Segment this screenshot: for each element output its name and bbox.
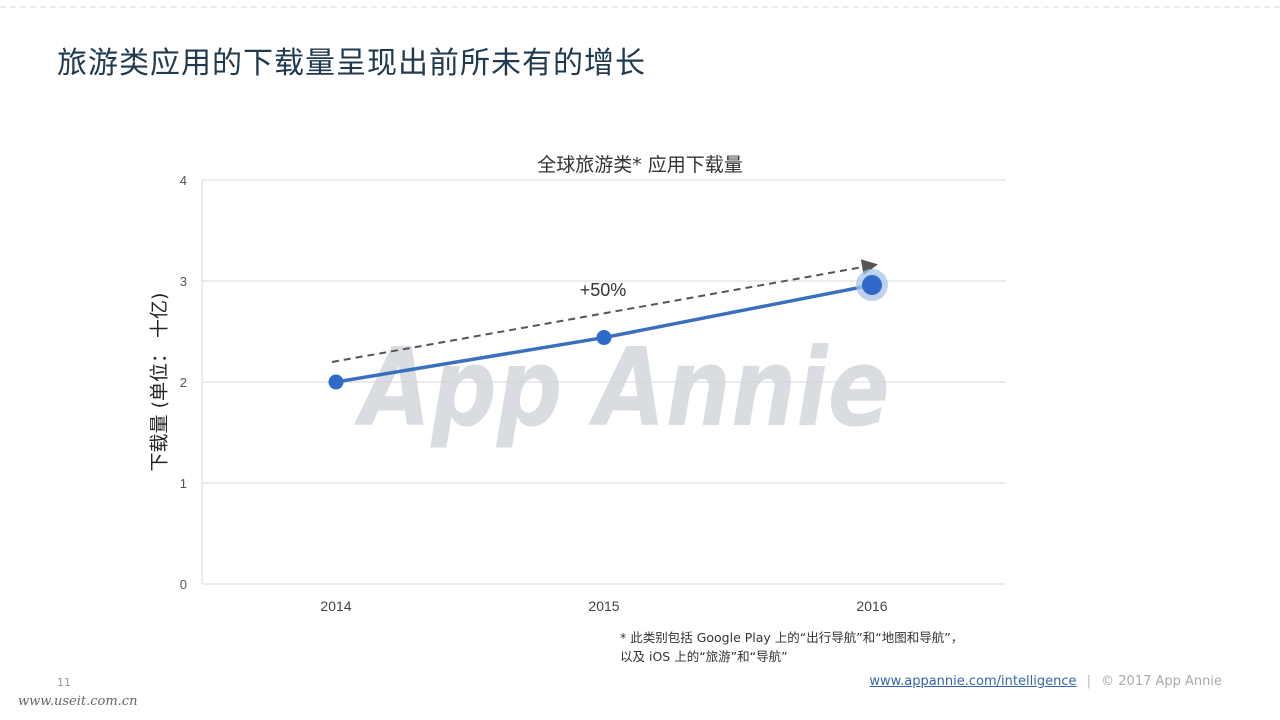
- y-tick-label: 2: [180, 375, 187, 390]
- trend-arrow: [331, 259, 878, 363]
- footnote-line-1: * 此类别包括 Google Play 上的“出行导航”和“地图和导航”，: [620, 630, 964, 645]
- x-tick-label: 2014: [320, 598, 351, 614]
- footer-link[interactable]: www.appannie.com/intelligence: [869, 674, 1077, 689]
- top-dashed-divider: [0, 6, 1280, 8]
- footer-separator: |: [1086, 674, 1091, 689]
- copyright: © 2017 App Annie: [1101, 674, 1222, 689]
- growth-annotation: +50%: [580, 280, 627, 300]
- chart-title: 全球旅游类* 应用下载量: [537, 154, 743, 176]
- site-watermark: www.useit.com.cn: [18, 694, 138, 709]
- y-tick-labels: 0 1 2 3 4: [180, 173, 187, 592]
- footer: www.appannie.com/intelligence | © 2017 A…: [869, 674, 1222, 689]
- y-tick-label: 3: [180, 274, 187, 289]
- x-tick-label: 2016: [856, 598, 887, 614]
- x-tick-labels: 2014 2015 2016: [320, 598, 887, 614]
- y-axis-label: 下载量 (单位： 十亿): [148, 292, 171, 472]
- footnote-line-2: 以及 iOS 上的“旅游”和“导航”: [620, 649, 788, 664]
- y-tick-label: 1: [180, 476, 187, 491]
- y-tick-label: 0: [180, 577, 187, 592]
- chart-title-wrap: 全球旅游类* 应用下载量: [0, 150, 1280, 177]
- x-tick-label: 2015: [588, 598, 619, 614]
- data-point: [328, 374, 344, 390]
- data-points: [328, 269, 888, 390]
- y-tick-label: 4: [180, 173, 187, 188]
- data-point: [596, 330, 612, 346]
- footnote: * 此类别包括 Google Play 上的“出行导航”和“地图和导航”， 以及…: [620, 628, 963, 666]
- page-title: 旅游类应用的下载量呈现出前所未有的增长: [57, 46, 646, 81]
- page-number: 11: [57, 676, 71, 689]
- data-point: [862, 275, 882, 296]
- watermark-text: App Annie: [354, 325, 890, 451]
